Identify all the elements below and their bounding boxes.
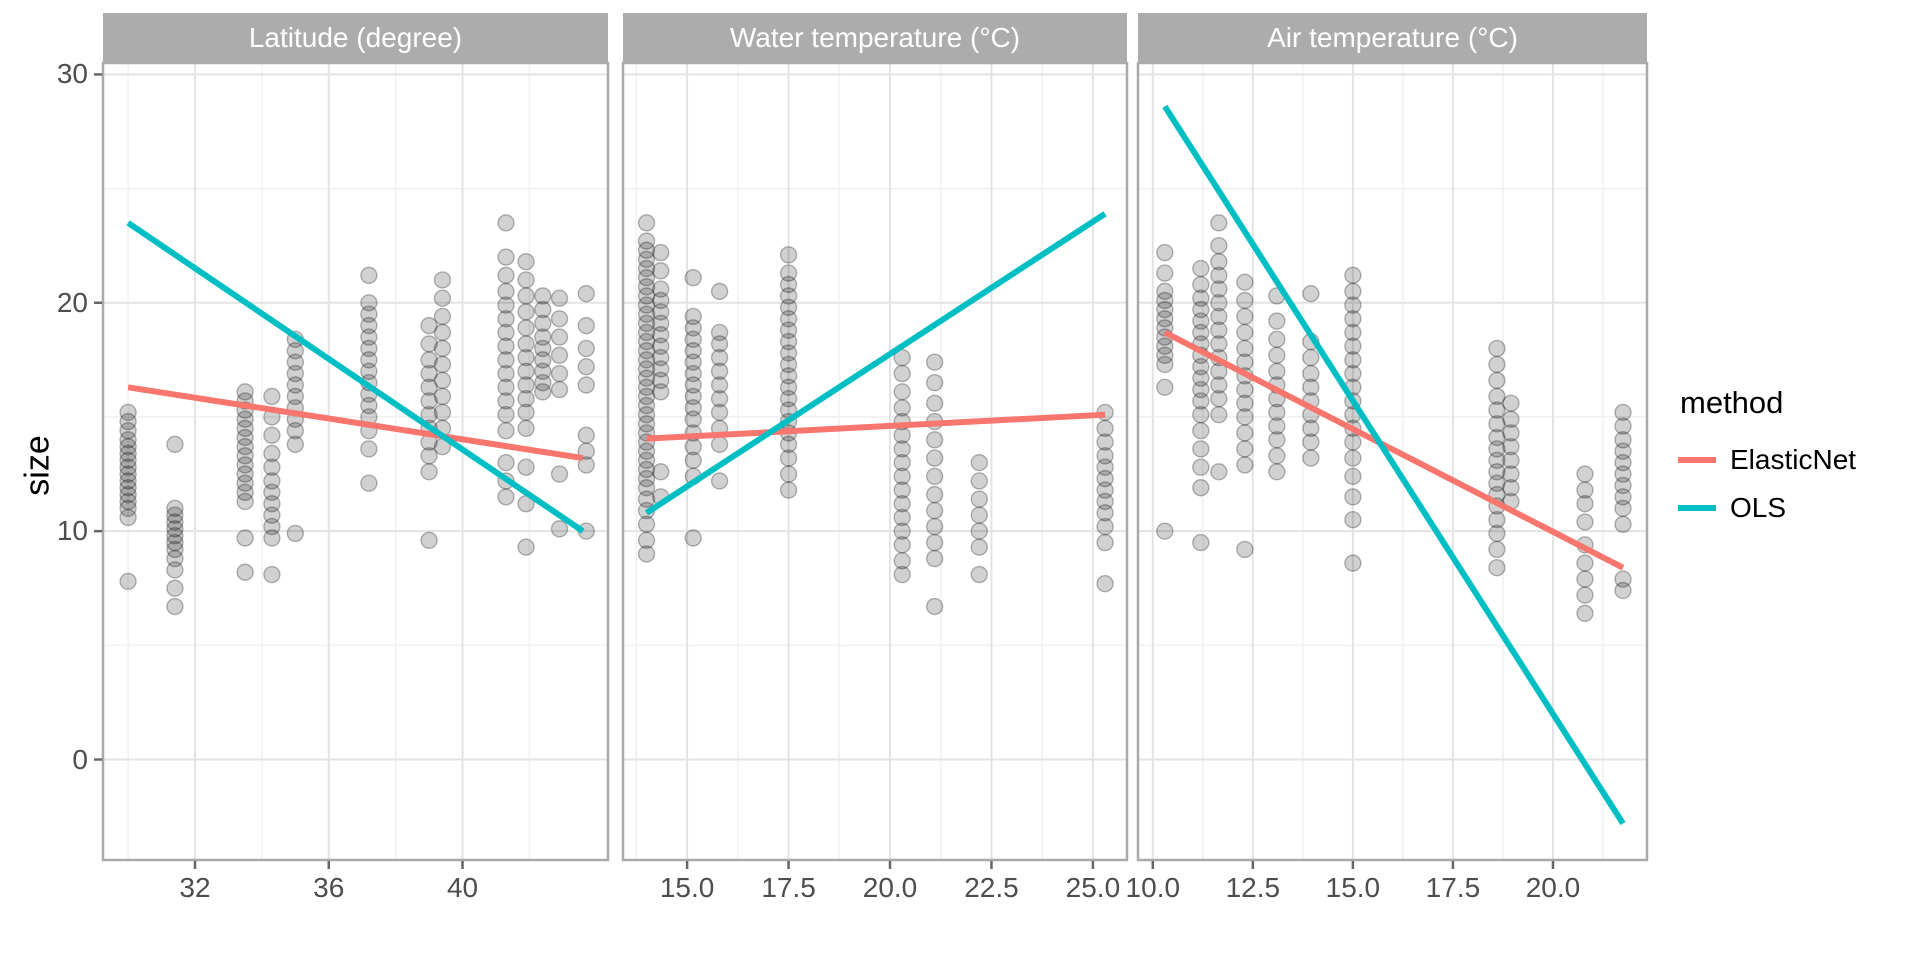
axis-tick-marks <box>193 861 464 869</box>
y-tick-label: 0 <box>72 743 88 775</box>
major-gridlines <box>623 63 1127 860</box>
legend-item-label: ElasticNet <box>1730 444 1857 475</box>
y-tick-label: 20 <box>56 286 88 318</box>
facet-strip-label: Water temperature (°C) <box>729 22 1021 53</box>
x-tick-label: 36 <box>313 872 345 903</box>
scatter-points <box>119 214 595 616</box>
facet-strip: Air temperature (°C) <box>1138 13 1647 63</box>
facet-strip: Latitude (degree) <box>103 13 608 63</box>
elasticnet-line <box>127 384 584 462</box>
x-tick-label: 10.0 <box>1125 872 1181 903</box>
minor-gridlines <box>103 63 608 860</box>
elasticnet-line <box>1163 329 1625 571</box>
x-tick-label: 17.5 <box>1425 872 1481 903</box>
x-tick-label: 12.5 <box>1225 872 1281 903</box>
ols-key-line <box>1678 505 1716 511</box>
elasticnet-line <box>646 411 1106 442</box>
x-tick-label: 15.0 <box>1325 872 1381 903</box>
panel-border <box>101 61 610 862</box>
ols-line <box>644 211 1107 516</box>
x-tick-label: 20.0 <box>1525 872 1581 903</box>
scatter-points <box>637 214 1114 616</box>
ols-line <box>1162 104 1626 826</box>
elasticnet-key-line <box>1678 457 1716 463</box>
legend-item-ols: OLS <box>1678 492 1856 523</box>
major-gridlines <box>1138 63 1647 860</box>
scatter-points <box>1156 214 1632 623</box>
y-tick-label: 10 <box>56 515 88 547</box>
x-tick-label: 17.5 <box>761 872 816 903</box>
facet-panel <box>621 61 1129 869</box>
x-tick-label: 22.5 <box>964 872 1019 903</box>
axis-tick-marks <box>1151 861 1555 869</box>
panel-border <box>621 61 1129 862</box>
panel-border <box>1136 61 1649 862</box>
y-axis-tick-marks <box>94 73 102 761</box>
y-axis-title: size <box>18 435 57 496</box>
facet-strip-label: Latitude (degree) <box>248 22 463 53</box>
facet-panel <box>1136 61 1649 869</box>
x-tick-label: 32 <box>179 872 211 903</box>
x-tick-label: 15.0 <box>659 872 715 903</box>
minor-gridlines <box>623 63 1127 860</box>
x-tick-label: 20.0 <box>862 872 918 903</box>
facet-strip-label: Air temperature (°C) <box>1267 22 1518 53</box>
legend-item-label: OLS <box>1730 492 1787 523</box>
x-tick-label: 25.0 <box>1065 872 1121 903</box>
facet-panel <box>101 61 610 869</box>
facet-strip: Water temperature (°C) <box>623 13 1127 63</box>
legend: method ElasticNet OLS <box>1678 385 1856 541</box>
minor-gridlines <box>1138 63 1647 860</box>
ols-line <box>126 220 585 534</box>
legend-item-elasticnet: ElasticNet <box>1678 444 1857 475</box>
axis-tick-marks <box>685 861 1095 869</box>
x-tick-label: 40 <box>446 872 479 903</box>
y-tick-label: 30 <box>56 58 88 90</box>
legend-title: method <box>1680 385 1784 420</box>
major-gridlines <box>103 63 608 860</box>
